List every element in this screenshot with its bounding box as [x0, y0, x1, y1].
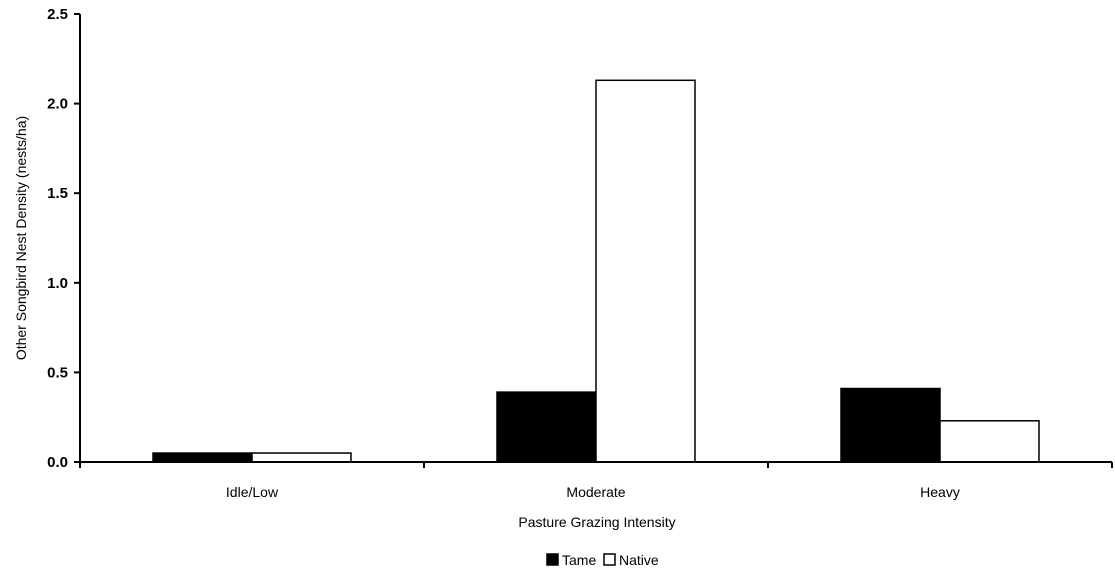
bar-native-moderate	[595, 79, 696, 463]
legend-label-native: Native	[619, 552, 659, 568]
y-axis-title: Other Songbird Nest Density (nests/ha)	[13, 116, 29, 360]
x-axis-title: Pasture Grazing Intensity	[518, 514, 675, 530]
bars-layer	[152, 79, 1040, 463]
x-tick-label: Moderate	[566, 484, 625, 500]
legend-label-tame: Tame	[562, 552, 596, 568]
x-ticks-layer: Idle/Low Moderate Heavy	[79, 462, 1113, 500]
y-tick-label: 0.5	[47, 364, 68, 381]
y-tick-label: 1.0	[47, 275, 68, 292]
legend-swatch-tame	[546, 553, 559, 566]
legend: Tame Native	[546, 552, 659, 568]
legend-swatch-native	[603, 553, 616, 566]
x-tick-label: Idle/Low	[226, 484, 279, 500]
bar-tame-idle-low	[152, 452, 253, 463]
y-tick-label: 2.0	[47, 96, 68, 113]
y-tick-label: 0.0	[47, 454, 68, 471]
y-ticks-layer: 0.0 0.5 1.0 1.5 2.0 2.5	[47, 6, 80, 471]
bar-native-idle-low	[251, 452, 352, 463]
x-tick-label: Heavy	[920, 484, 960, 500]
axes-layer	[79, 14, 1112, 463]
y-tick-label: 2.5	[47, 6, 68, 23]
bar-tame-moderate	[496, 391, 597, 463]
bar-tame-heavy	[840, 387, 941, 463]
y-tick-label: 1.5	[47, 185, 68, 202]
bar-native-heavy	[939, 420, 1040, 463]
